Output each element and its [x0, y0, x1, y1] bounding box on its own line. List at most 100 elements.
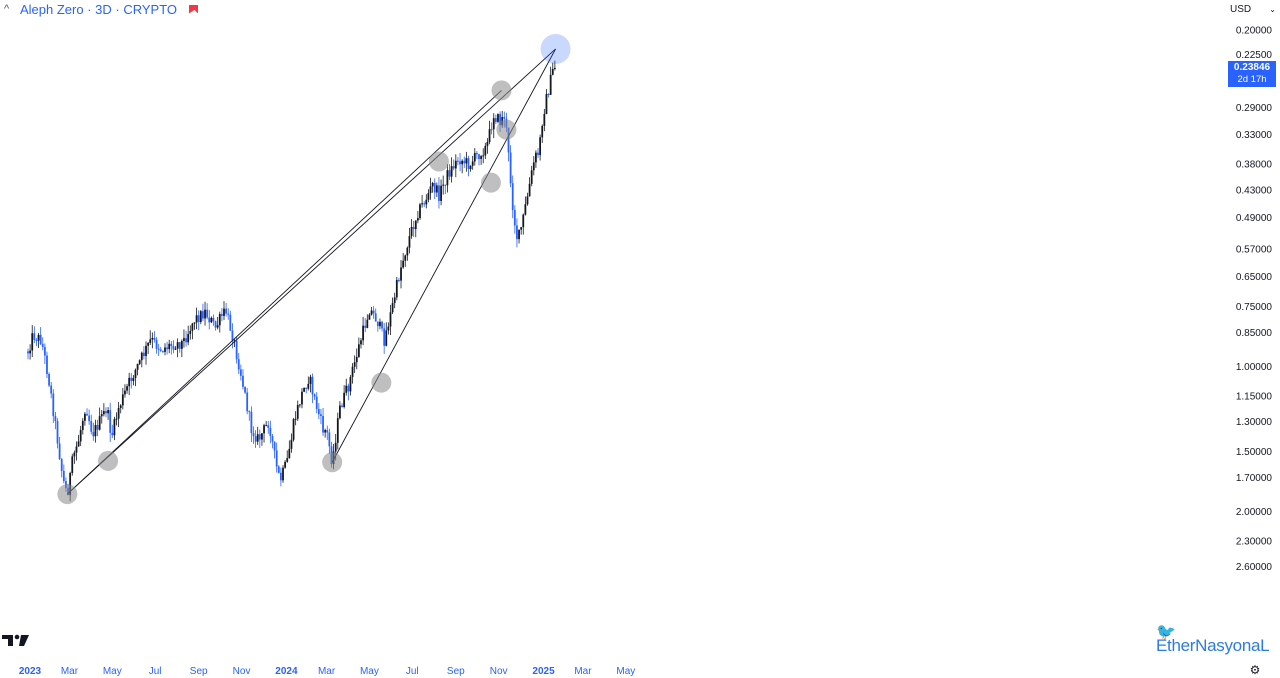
candle-body: [286, 458, 289, 462]
candle-body: [385, 330, 388, 346]
candle-body: [412, 227, 415, 230]
candle-body: [134, 369, 137, 378]
candle-body: [410, 227, 413, 237]
candle-body: [113, 419, 116, 436]
candle-body: [416, 218, 419, 221]
candle-body: [235, 340, 238, 360]
candle-body: [372, 310, 375, 314]
candle-body: [414, 220, 417, 230]
chart-title[interactable]: Aleph Zero · 3D · CRYPTO: [20, 1, 178, 17]
candle-body: [164, 347, 166, 352]
candle-body: [524, 204, 527, 215]
candle-body: [345, 385, 348, 393]
candle-body: [393, 297, 396, 304]
time-tick-label: May: [103, 666, 122, 677]
candle-body: [130, 377, 133, 381]
candle-body: [490, 129, 493, 131]
candle-body: [541, 125, 544, 138]
candle-body: [301, 391, 303, 405]
bird-icon: 🐦: [1156, 624, 1176, 641]
candle-body: [553, 67, 556, 69]
candle-body: [486, 142, 489, 146]
candle-body: [478, 154, 480, 159]
candle-body: [92, 431, 95, 437]
candle-body: [326, 430, 329, 433]
candle-body: [522, 214, 525, 228]
price-tick-label: 0.33000: [1236, 130, 1273, 141]
candle-body: [210, 317, 213, 323]
candle-body: [75, 446, 78, 453]
candle-body: [427, 193, 430, 200]
price-tick-label: 2.00000: [1236, 507, 1273, 518]
candle-body: [199, 311, 202, 323]
candle-body: [149, 339, 152, 343]
candle-body: [463, 160, 466, 164]
candle-body: [31, 333, 34, 351]
candle-body: [446, 170, 449, 186]
candle-body: [41, 344, 44, 347]
price-tick-label: 0.85000: [1236, 328, 1273, 339]
price-tick-label: 0.65000: [1236, 272, 1273, 283]
candle-body: [254, 436, 257, 442]
candle-body: [303, 387, 305, 392]
flag-icon[interactable]: [189, 4, 199, 14]
currency-selector[interactable]: USD ⌄: [1230, 1, 1276, 17]
candle-body: [263, 425, 265, 434]
time-tick-label: May: [360, 666, 379, 677]
gear-icon[interactable]: ⚙: [1249, 663, 1261, 677]
candle-body: [275, 450, 278, 467]
candle-body: [220, 313, 223, 316]
candle-body: [208, 317, 211, 323]
candle-body: [187, 333, 190, 343]
candle-body: [402, 260, 405, 268]
candle-body: [180, 340, 183, 349]
candle-body: [503, 117, 506, 119]
touch-point: [428, 151, 449, 172]
candle-body: [261, 433, 263, 440]
candle-body: [277, 466, 280, 473]
candle-body: [102, 411, 105, 415]
candle-body: [549, 74, 552, 95]
candle-body: [518, 229, 520, 240]
candle-body: [157, 348, 160, 350]
tradingview-logo[interactable]: [2, 632, 30, 648]
candle-body: [52, 393, 55, 417]
time-tick-label: Mar: [574, 666, 592, 677]
time-tick-label: Sep: [190, 666, 208, 677]
price-tick-label: 1.15000: [1236, 391, 1273, 402]
candle-body: [442, 184, 445, 186]
candle-body: [551, 68, 554, 75]
candle-body: [195, 315, 198, 323]
time-axis: 2023 Mar May Jul Sep Nov 2024 Mar May Jul Sep Nov 20…: [19, 666, 635, 677]
candle-body: [494, 118, 497, 122]
candle-body: [214, 321, 217, 328]
candle-body: [191, 323, 194, 331]
price-tick-label: 1.00000: [1236, 362, 1273, 373]
price-tick-label: 0.20000: [1236, 26, 1273, 37]
candle-body: [216, 325, 219, 328]
candle-body: [98, 416, 101, 430]
candle-body: [50, 385, 53, 394]
touch-point: [57, 484, 78, 505]
candle-body: [547, 94, 550, 96]
candle-body: [457, 160, 459, 162]
candle-body: [58, 443, 61, 459]
candle-body: [250, 411, 253, 434]
candle-body: [469, 165, 472, 170]
candle-body: [84, 413, 86, 421]
candle-body: [438, 185, 440, 201]
candle-body: [423, 203, 426, 205]
candle-body: [284, 461, 287, 468]
candle-body: [471, 161, 474, 166]
symbol-icon: ^: [4, 3, 10, 15]
candle-body: [132, 377, 135, 381]
candle-body: [492, 118, 495, 130]
candle-body: [145, 345, 147, 357]
time-tick-label: 2024: [275, 666, 298, 677]
candle-body: [151, 337, 154, 340]
chart-title-bar: ^ Aleph Zero · 3D · CRYPTO: [4, 1, 199, 17]
time-tick-label: May: [616, 666, 635, 677]
candle-body: [322, 415, 324, 433]
candle-body: [507, 127, 510, 153]
